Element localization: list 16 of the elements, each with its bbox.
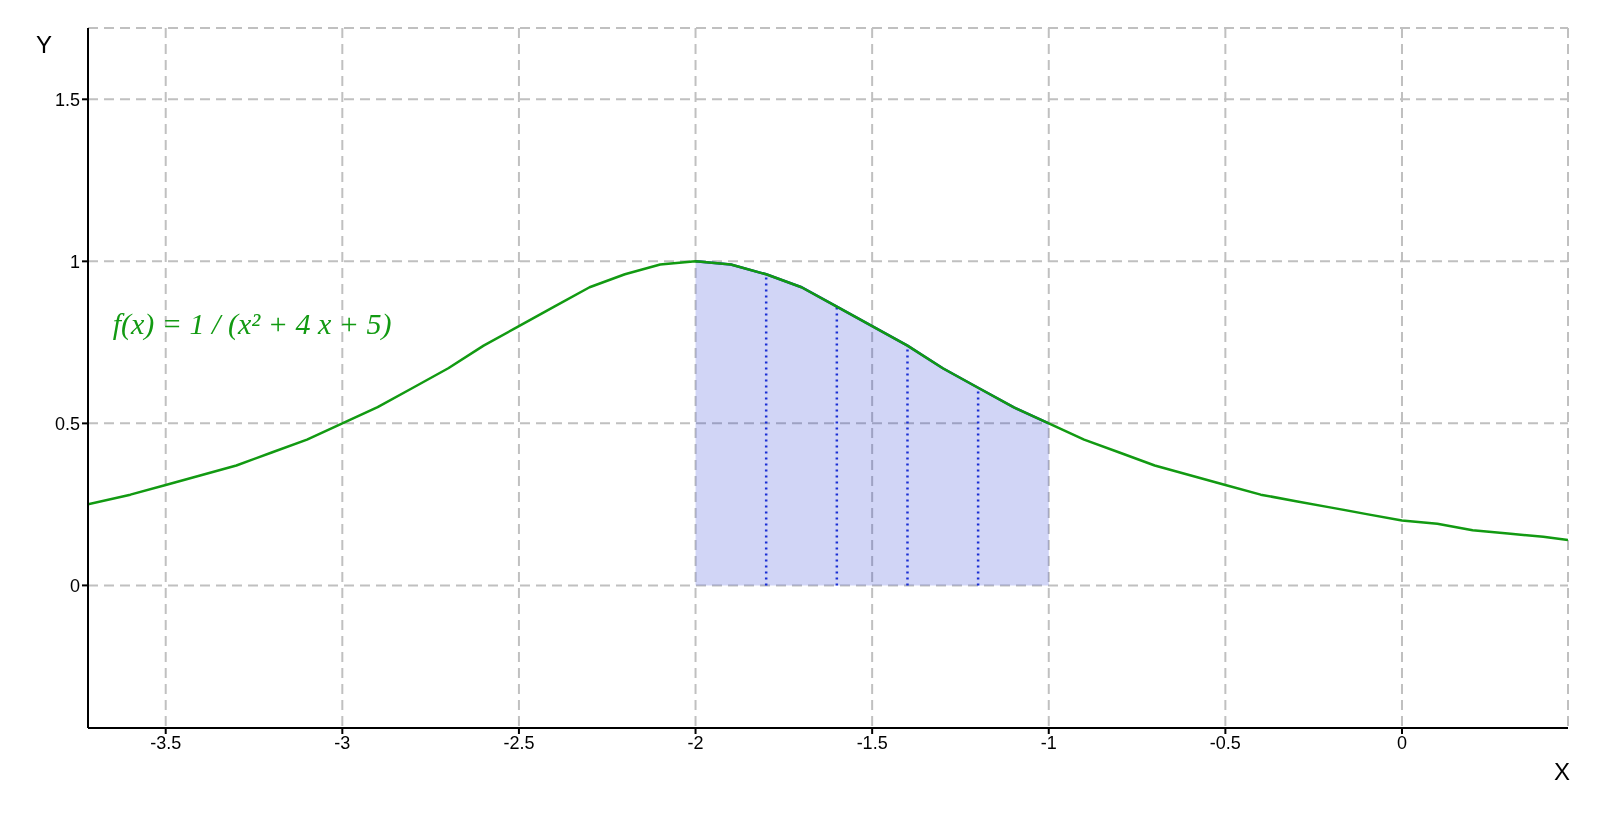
x-tick-label: -0.5 [1209, 732, 1241, 753]
x-tick-label: -3.5 [150, 732, 182, 753]
x-tick-label: -3 [334, 732, 351, 753]
y-axis-title: Y [36, 31, 53, 59]
x-tick-label: -1.5 [856, 732, 888, 753]
line-series [88, 260, 1568, 542]
series-label: f(x) = 1 / (x² + 4 x + 5) [112, 306, 392, 341]
y-tick-label: 1 [69, 251, 80, 272]
x-tick-label: -2 [687, 732, 704, 753]
x-axis-title: X [1553, 758, 1570, 785]
y-tick-label: 0.5 [54, 413, 80, 434]
y-tick-label: 0 [69, 575, 80, 596]
y-tick-label: 1.5 [54, 89, 80, 110]
x-tick-label: -1 [1040, 732, 1057, 753]
x-tick-label: 0 [1396, 732, 1407, 753]
x-tick-label: -2.5 [503, 732, 535, 753]
